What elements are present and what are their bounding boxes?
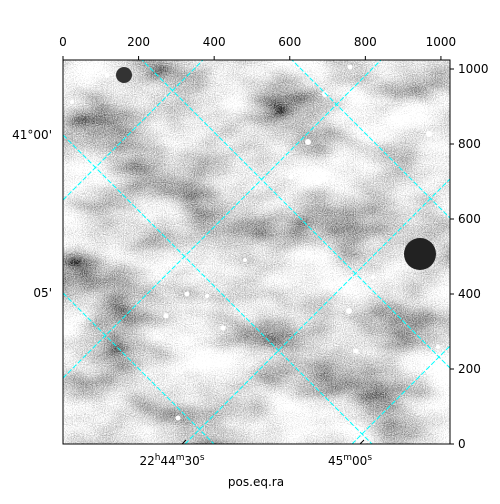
wcs-grid <box>63 60 450 444</box>
y-tick-label: 200 <box>458 362 481 376</box>
x-label: pos.eq.ra <box>228 475 284 489</box>
x-tick-label: 1000 <box>426 35 457 49</box>
ra-tick-label: 45m00s <box>328 453 372 468</box>
y-tick-label: 400 <box>458 287 481 301</box>
ra-tick-label: 22h44m30s <box>139 453 204 468</box>
x-tick-label: 600 <box>278 35 301 49</box>
ra-tick <box>359 439 365 445</box>
y-tick-label: 600 <box>458 212 481 226</box>
image <box>63 60 450 444</box>
x-tick-label: 0 <box>59 35 67 49</box>
y-tick-label: 0 <box>458 437 466 451</box>
x-tick-label: 200 <box>127 35 150 49</box>
dec-tick-label: 41°00' <box>12 128 52 142</box>
x-tick-label: 400 <box>203 35 226 49</box>
frame <box>62 59 451 445</box>
y-tick-label: 1000 <box>458 62 489 76</box>
dec-tick-label: 05' <box>33 286 52 300</box>
x-tick-label: 800 <box>354 35 377 49</box>
ra-tick <box>181 439 187 445</box>
y-tick-label: 800 <box>458 137 481 151</box>
